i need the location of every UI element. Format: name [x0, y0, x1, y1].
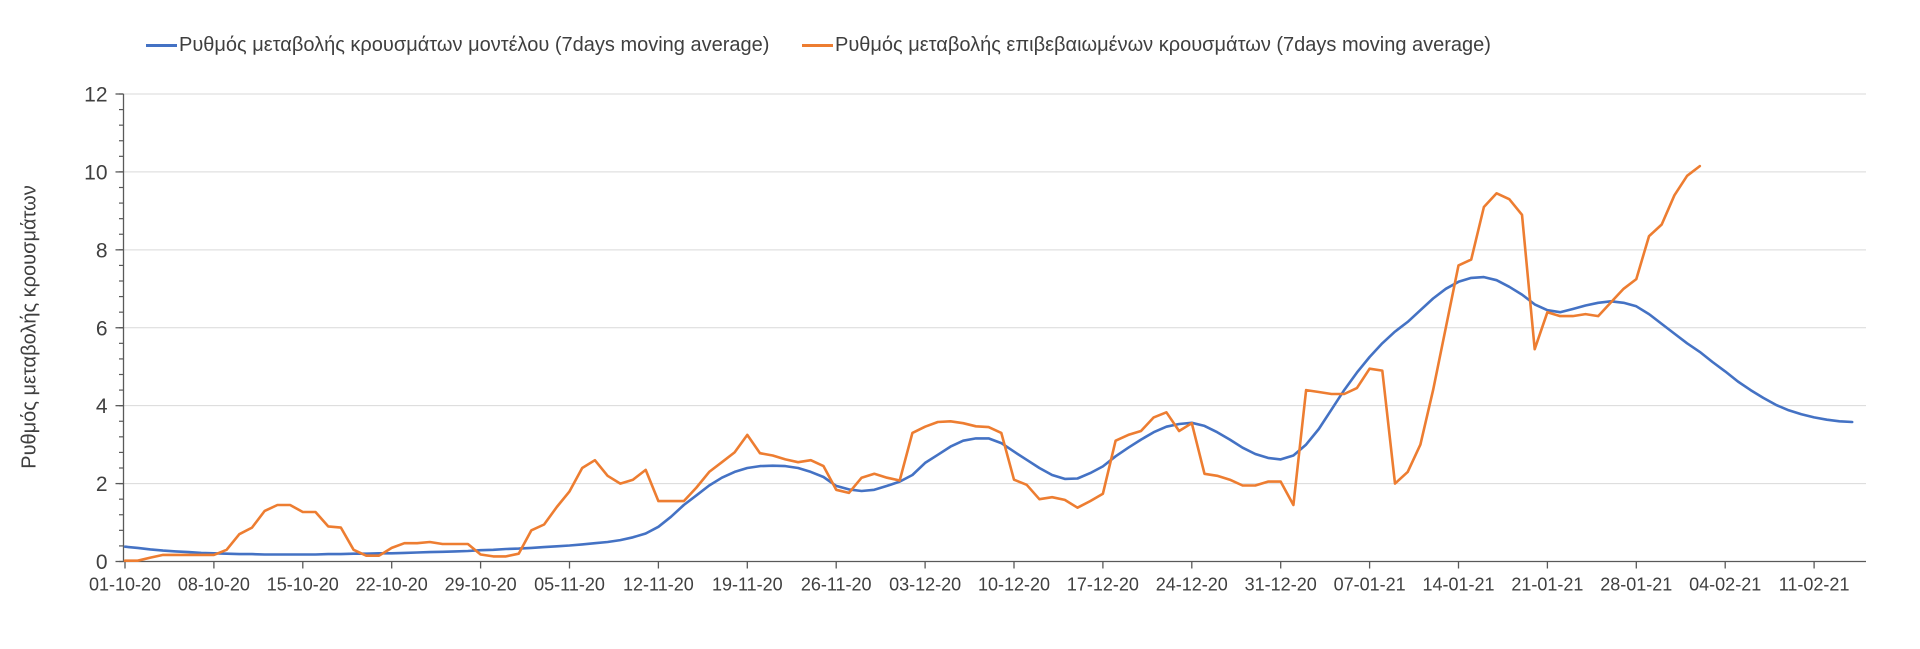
legend-label-model: Ρυθμός μεταβολής κρουσμάτων μοντέλου (7d…: [179, 34, 770, 56]
x-tick-label: 28-01-21: [1600, 575, 1672, 595]
x-tick-label: 04-02-21: [1689, 575, 1761, 595]
series-model-line: [123, 275, 1854, 556]
y-tick-label: 10: [84, 161, 107, 184]
x-tick-label: 24-12-20: [1156, 575, 1228, 595]
x-tick-label: 05-11-20: [534, 575, 605, 595]
x-tick-label: 03-12-20: [889, 575, 961, 595]
x-tick-label: 10-12-20: [978, 575, 1050, 595]
x-tick-label: 21-01-21: [1511, 575, 1583, 595]
x-tick-label: 31-12-20: [1245, 575, 1317, 595]
legend-line-confirmed-icon: [802, 44, 833, 47]
y-tick-label: 12: [84, 84, 107, 107]
x-tick-label: 22-10-20: [356, 575, 428, 595]
x-tick-label: 26-11-20: [801, 575, 872, 595]
x-tick-label: 07-01-21: [1334, 575, 1406, 595]
y-tick-label: 8: [96, 239, 108, 262]
y-tick-label: 0: [96, 551, 108, 574]
x-tick-label: 19-11-20: [712, 575, 783, 595]
legend-label-confirmed: Ρυθμός μεταβολής επιβεβαιωμένων κρουσμάτ…: [835, 34, 1491, 56]
x-tick-label: 08-10-20: [178, 575, 250, 595]
y-tick-label: 2: [96, 473, 108, 496]
series-confirmed-line: [123, 164, 1702, 563]
legend-line-model-icon: [146, 44, 177, 47]
legend-item-model: Ρυθμός μεταβολής κρουσμάτων μοντέλου (7d…: [146, 34, 769, 57]
x-tick-label: 17-12-20: [1067, 575, 1139, 595]
legend-item-confirmed: Ρυθμός μεταβολής επιβεβαιωμένων κρουσμάτ…: [802, 34, 1491, 57]
x-tick-label: 11-02-21: [1779, 575, 1850, 595]
y-tick-label: 4: [96, 395, 108, 418]
x-tick-label: 29-10-20: [445, 575, 517, 595]
y-tick-label: 6: [96, 317, 108, 340]
x-tick-label: 15-10-20: [267, 575, 339, 595]
x-tick-label: 14-01-21: [1422, 575, 1494, 595]
x-tick-label: 12-11-20: [623, 575, 694, 595]
x-tick-label: 01-10-20: [89, 575, 161, 595]
